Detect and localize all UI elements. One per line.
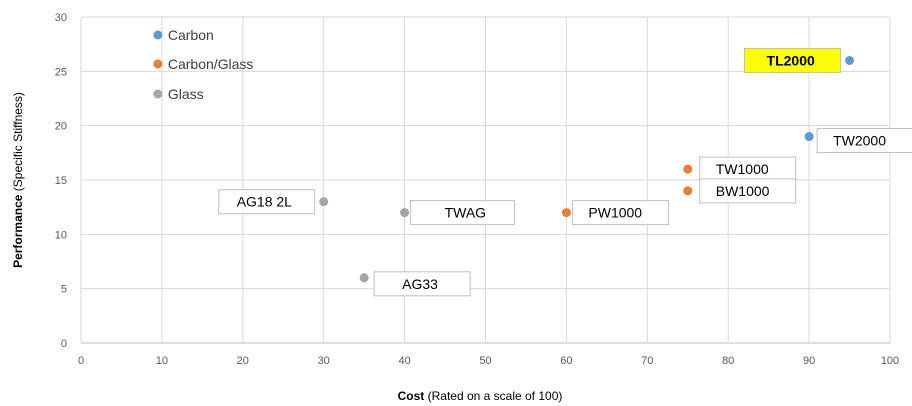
point-label-box-tl2000 xyxy=(744,47,842,73)
y-tick-label: 10 xyxy=(55,229,67,241)
y-tick-label: 30 xyxy=(55,12,67,24)
x-tick-label: 60 xyxy=(560,355,572,367)
point-label-twag: TWAG xyxy=(445,205,486,221)
point-label-box-bw1000 xyxy=(699,178,797,204)
y-axis-title: Performance (Specific Stiffness) xyxy=(11,92,25,268)
legend-marker-carbon xyxy=(153,30,163,40)
point-label-tw1000: TW1000 xyxy=(716,161,769,177)
legend-marker-glass xyxy=(153,89,163,99)
legend: Carbon Carbon/Glass Glass xyxy=(153,27,253,102)
x-tick-label: 30 xyxy=(318,355,330,367)
x-tick-label: 0 xyxy=(78,355,84,367)
x-axis-title: Cost (Rated on a scale of 100) xyxy=(398,389,563,403)
point-label-box-tw2000 xyxy=(816,128,912,154)
data-point-ag33 xyxy=(359,273,369,283)
point-label-box-pw1000 xyxy=(571,200,669,226)
data-point-pw1000 xyxy=(561,208,571,218)
x-tick-label: 80 xyxy=(722,355,734,367)
y-tick-label: 25 xyxy=(55,66,67,78)
point-label-ag33: AG33 xyxy=(402,276,438,292)
y-axis-ticks: 0 5 10 15 20 25 30 xyxy=(55,12,67,350)
point-label-box-ag33 xyxy=(373,271,471,297)
y-tick-label: 15 xyxy=(55,175,67,187)
legend-marker-carbon-glass xyxy=(153,59,163,69)
point-label-ag18-2l: AG18 2L xyxy=(237,194,292,210)
legend-label-carbon: Carbon xyxy=(168,27,214,43)
x-tick-label: 40 xyxy=(398,355,410,367)
point-label-pw1000: PW1000 xyxy=(588,205,642,221)
data-points xyxy=(319,55,855,283)
data-point-tl2000 xyxy=(845,55,855,65)
x-tick-label: 90 xyxy=(803,355,815,367)
y-tick-label: 0 xyxy=(61,338,67,350)
point-label-tw2000: TW2000 xyxy=(833,133,886,149)
data-point-twag xyxy=(400,208,410,218)
gridlines xyxy=(80,16,891,344)
y-tick-label: 20 xyxy=(55,121,67,133)
point-label-box-twag xyxy=(410,200,516,226)
data-point-bw1000 xyxy=(683,186,693,196)
point-label-bw1000: BW1000 xyxy=(716,183,770,199)
x-tick-label: 50 xyxy=(479,355,491,367)
point-label-tl2000: TL2000 xyxy=(767,52,815,68)
point-label-box-ag18-2l xyxy=(218,189,316,215)
x-axis-ticks: 0 10 20 30 40 50 60 70 80 90 100 xyxy=(78,355,899,367)
point-labels: TL2000 TW2000 TW1000 BW1000 PW1000 AG18 2L TWA… xyxy=(218,47,912,297)
data-point-tw2000 xyxy=(804,132,814,142)
y-tick-label: 5 xyxy=(61,284,67,296)
x-tick-label: 20 xyxy=(237,355,249,367)
x-tick-label: 10 xyxy=(156,355,168,367)
legend-label-glass: Glass xyxy=(168,86,204,102)
data-point-tw1000 xyxy=(683,164,693,174)
data-point-ag18-2l xyxy=(319,197,329,207)
x-tick-label: 100 xyxy=(881,355,899,367)
x-tick-label: 70 xyxy=(641,355,653,367)
legend-label-carbon-glass: Carbon/Glass xyxy=(168,56,254,72)
